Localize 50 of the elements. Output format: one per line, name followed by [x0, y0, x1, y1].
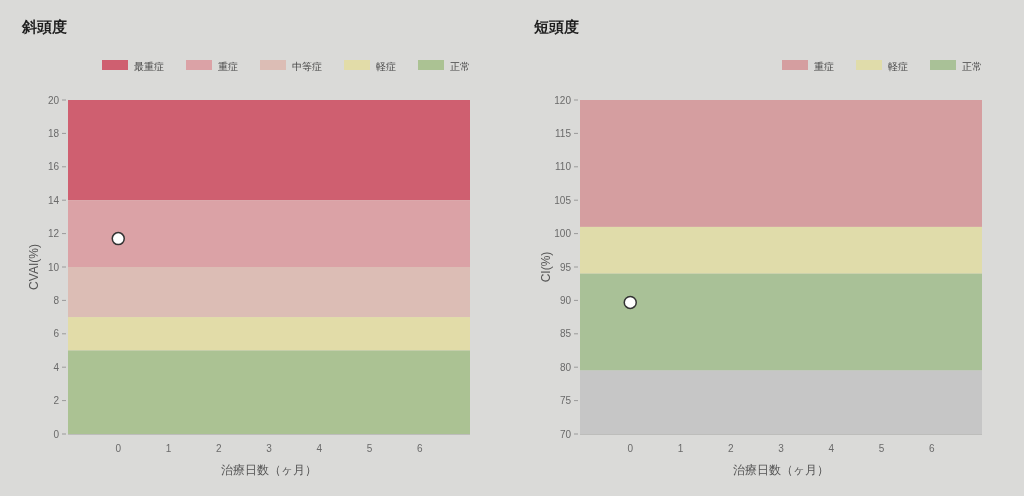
legend-label: 中等症 — [292, 60, 322, 72]
xtick: 5 — [878, 443, 885, 454]
xtick: 2 — [727, 443, 734, 454]
legend-label: 軽症 — [376, 60, 396, 72]
title: 短頭度 — [534, 18, 579, 35]
ytick: 0 — [53, 428, 59, 440]
xtick: 0 — [627, 443, 634, 454]
ytick: 110 — [555, 161, 571, 173]
xtick: 1 — [677, 443, 684, 454]
ytick: 70 — [559, 428, 571, 440]
xlabel: 治療日数（ヶ月） — [733, 463, 829, 477]
ytick: 80 — [559, 361, 571, 373]
ylabel: CVAI(%) — [27, 244, 41, 290]
ytick: 14 — [47, 194, 59, 206]
ytick: 120 — [554, 94, 571, 106]
ytick: 8 — [53, 294, 59, 306]
legend-label: 重症 — [814, 60, 834, 72]
legend-label: 最重症 — [134, 60, 164, 72]
ytick: 105 — [554, 194, 571, 206]
xlabel: 治療日数（ヶ月） — [221, 463, 317, 477]
ytick: 100 — [554, 228, 571, 240]
ytick: 20 — [47, 94, 59, 106]
title: 斜頭度 — [22, 18, 67, 35]
xtick: 4 — [316, 443, 323, 454]
ytick: 85 — [559, 328, 571, 340]
ytick: 75 — [559, 395, 571, 407]
ytick: 18 — [47, 127, 59, 139]
xtick: 6 — [928, 443, 935, 454]
xtick: 1 — [165, 443, 172, 454]
xtick: 6 — [416, 443, 423, 454]
ytick: 4 — [53, 361, 59, 373]
xtick: 4 — [828, 443, 835, 454]
ytick: 16 — [47, 161, 59, 173]
legend-label: 軽症 — [888, 60, 908, 72]
ytick: 12 — [47, 228, 59, 240]
ytick: 2 — [53, 395, 59, 407]
xtick: 5 — [366, 443, 373, 454]
ytick: 95 — [559, 261, 571, 273]
ytick: 10 — [47, 261, 59, 273]
xtick: 2 — [215, 443, 222, 454]
xtick: 3 — [778, 443, 784, 454]
ytick: 115 — [555, 127, 571, 139]
legend-label: 重症 — [218, 60, 238, 72]
legend-label: 正常 — [450, 60, 470, 72]
ytick: 6 — [53, 328, 59, 340]
ytick: 90 — [559, 294, 571, 306]
legend-label: 正常 — [962, 60, 982, 72]
xtick: 0 — [115, 443, 122, 454]
xtick: 3 — [266, 443, 272, 454]
ylabel: CI(%) — [539, 251, 553, 283]
